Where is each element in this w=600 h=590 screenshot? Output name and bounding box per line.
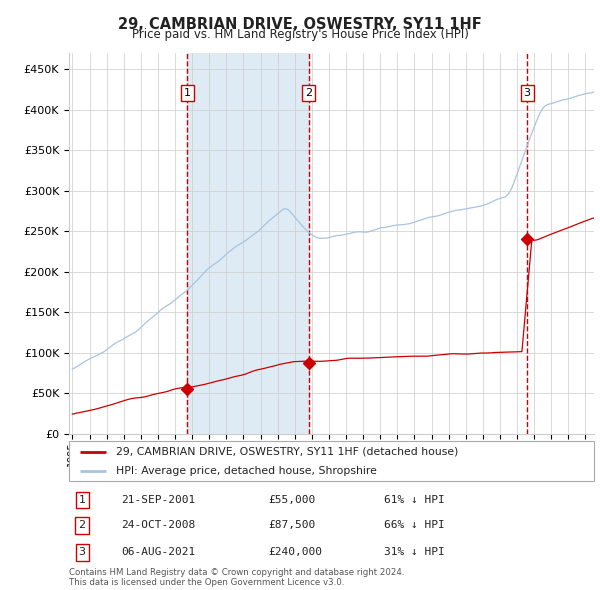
Bar xyxy=(187,53,308,434)
Text: 61% ↓ HPI: 61% ↓ HPI xyxy=(384,495,445,505)
Text: 29, CAMBRIAN DRIVE, OSWESTRY, SY11 1HF: 29, CAMBRIAN DRIVE, OSWESTRY, SY11 1HF xyxy=(118,17,482,31)
Text: 66% ↓ HPI: 66% ↓ HPI xyxy=(384,520,445,530)
Text: £55,000: £55,000 xyxy=(269,495,316,505)
Text: 24-OCT-2008: 24-OCT-2008 xyxy=(121,520,196,530)
Text: 31% ↓ HPI: 31% ↓ HPI xyxy=(384,548,445,558)
Text: Contains HM Land Registry data © Crown copyright and database right 2024.
This d: Contains HM Land Registry data © Crown c… xyxy=(69,568,404,587)
Text: 1: 1 xyxy=(184,88,191,98)
Text: 3: 3 xyxy=(524,88,530,98)
Text: Price paid vs. HM Land Registry's House Price Index (HPI): Price paid vs. HM Land Registry's House … xyxy=(131,28,469,41)
Text: 1: 1 xyxy=(79,495,86,505)
Text: £240,000: £240,000 xyxy=(269,548,323,558)
FancyBboxPatch shape xyxy=(69,441,594,481)
Text: 2: 2 xyxy=(79,520,86,530)
Text: 06-AUG-2021: 06-AUG-2021 xyxy=(121,548,196,558)
Text: 29, CAMBRIAN DRIVE, OSWESTRY, SY11 1HF (detached house): 29, CAMBRIAN DRIVE, OSWESTRY, SY11 1HF (… xyxy=(116,447,458,457)
Text: 2: 2 xyxy=(305,88,312,98)
Text: £87,500: £87,500 xyxy=(269,520,316,530)
Text: 3: 3 xyxy=(79,548,86,558)
Text: 21-SEP-2001: 21-SEP-2001 xyxy=(121,495,196,505)
Text: HPI: Average price, detached house, Shropshire: HPI: Average price, detached house, Shro… xyxy=(116,466,377,476)
